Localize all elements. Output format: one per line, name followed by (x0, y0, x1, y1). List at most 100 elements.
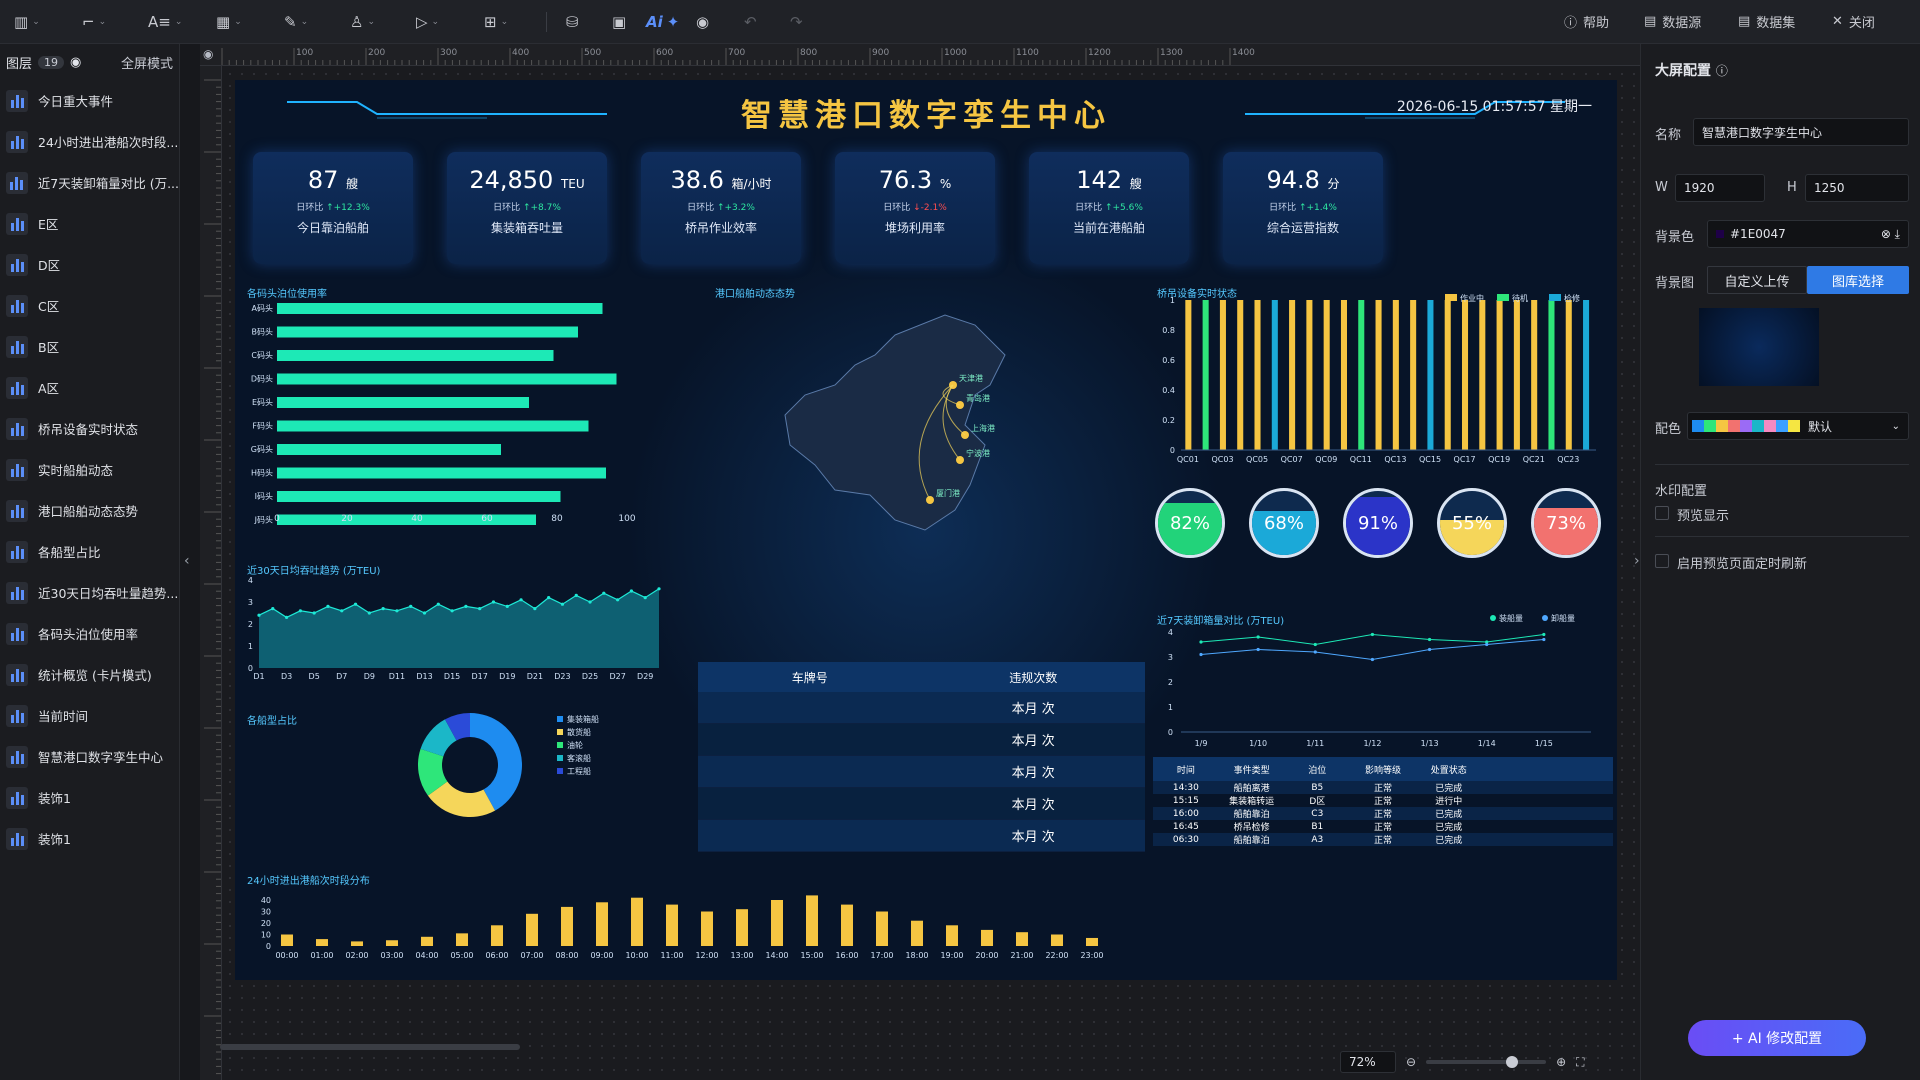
pie-slice[interactable] (444, 713, 470, 741)
collapse-right-panel-icon[interactable]: › (1634, 553, 1640, 569)
widget-menu-button[interactable]: ⊞ ⌄ (484, 10, 508, 34)
kpi-card[interactable]: 87 艘日环比 ↑+12.3% 今日靠泊船舶 (253, 152, 413, 264)
trend-point[interactable] (588, 600, 592, 604)
trend-point[interactable] (616, 598, 620, 602)
fit-screen-icon[interactable]: ⛶ (1576, 1054, 1585, 1069)
crane-bar[interactable] (1548, 300, 1555, 450)
crane-bar[interactable] (1358, 300, 1365, 450)
hourly-bar[interactable] (316, 939, 328, 946)
trend-point[interactable] (574, 593, 578, 597)
trend-point[interactable] (478, 607, 482, 611)
collapse-left-panel-icon[interactable]: ‹ (184, 553, 190, 569)
berth-bar[interactable] (277, 326, 578, 338)
layer-item[interactable]: 今日重大事件 (0, 80, 179, 121)
trend-point[interactable] (367, 611, 371, 615)
series-point[interactable] (1256, 647, 1260, 652)
crane-bar[interactable] (1479, 300, 1486, 450)
layer-item[interactable]: 各船型占比 (0, 531, 179, 572)
hourly-bar[interactable] (701, 911, 713, 947)
hourly-bar[interactable] (876, 911, 888, 947)
event-row[interactable]: 06:30 船舶靠泊 A3 正常 已完成 (1153, 833, 1613, 846)
berth-bar[interactable] (277, 514, 536, 526)
text-menu-button[interactable]: A≡ ⌄ (148, 10, 182, 34)
layer-item[interactable]: 当前时间 (0, 695, 179, 736)
table-row[interactable]: 本月 次 (698, 724, 1145, 756)
table-row[interactable]: 本月 次 (698, 788, 1145, 820)
trend-point[interactable] (505, 604, 509, 608)
series-point[interactable] (1427, 647, 1432, 652)
hourly-bar[interactable] (1016, 932, 1028, 946)
pie-slice[interactable] (418, 748, 448, 796)
hourly-bar[interactable] (911, 920, 923, 946)
hourly-bar[interactable] (666, 904, 678, 946)
custom-upload-button[interactable]: 自定义上传 (1707, 266, 1807, 294)
layer-item[interactable]: 近30天日均吞吐量趋势... (0, 572, 179, 613)
series-point[interactable] (1313, 642, 1317, 647)
trend-point[interactable] (340, 609, 344, 613)
trend-point[interactable] (560, 602, 565, 606)
hourly-bar[interactable] (456, 933, 468, 946)
datasource-button[interactable]: ▤ 数据源 (1644, 12, 1701, 31)
trend-point[interactable] (284, 615, 289, 619)
crane-bar[interactable] (1496, 300, 1503, 450)
crane-bar[interactable] (1583, 300, 1590, 450)
crane-bar[interactable] (1202, 300, 1209, 450)
gallery-select-button[interactable]: 图库选择 (1807, 266, 1909, 294)
layer-item[interactable]: 港口船舶动态态势 (0, 490, 179, 531)
berth-bar[interactable] (277, 350, 554, 361)
dashboard-screen[interactable]: 智慧港口数字孪生中心 2026-06-15 01:57:57 星期一 87 艘日… (235, 80, 1617, 980)
dataset-button[interactable]: ▤ 数据集 (1738, 12, 1795, 31)
trend-area[interactable] (259, 588, 659, 668)
layer-item[interactable]: 装饰1 (0, 777, 179, 818)
layer-item[interactable]: 实时船舶动态 (0, 449, 179, 490)
fullscreen-mode-button[interactable]: 全屏模式 (120, 56, 173, 72)
berth-bar[interactable] (277, 444, 501, 455)
layer-item[interactable]: A区 (0, 367, 179, 408)
zoom-slider[interactable] (1426, 1056, 1547, 1068)
trend-point[interactable] (298, 609, 302, 613)
crane-bar[interactable] (1306, 300, 1313, 450)
crane-bar[interactable] (1444, 300, 1451, 450)
table-row[interactable]: 本月 次 (698, 756, 1145, 788)
trend-point[interactable] (271, 607, 275, 611)
layer-item[interactable]: 统计概览 (卡片模式) (0, 654, 179, 695)
close-button[interactable]: ✕ 关闭 (1832, 12, 1875, 31)
hourly-bar[interactable] (596, 902, 608, 946)
trend-point[interactable] (629, 589, 634, 593)
crane-bar[interactable] (1185, 300, 1192, 450)
trend-point[interactable] (491, 600, 496, 604)
event-row[interactable]: 15:15 集装箱转运 D区 正常 进行中 (1153, 794, 1613, 808)
crane-bar[interactable] (1271, 300, 1278, 450)
kpi-card[interactable]: 142 艘日环比 ↑+5.6% 当前在港船舶 (1029, 152, 1189, 264)
hourly-bar[interactable] (491, 925, 503, 946)
series-point[interactable] (1313, 650, 1317, 654)
trend-point[interactable] (464, 604, 468, 608)
trend-point[interactable] (547, 596, 551, 600)
crane-bar[interactable] (1531, 300, 1538, 450)
berth-bar[interactable] (277, 373, 617, 385)
crane-bar[interactable] (1461, 300, 1469, 450)
ai-config-button[interactable]: + AI 修改配置 (1688, 1020, 1866, 1056)
pie-slice[interactable] (427, 781, 496, 817)
zoom-in-icon[interactable]: ⊕ (1556, 1055, 1567, 1069)
series-point[interactable] (1256, 635, 1260, 639)
hourly-bar[interactable] (736, 909, 748, 946)
zoom-out-icon[interactable]: ⊖ (1406, 1055, 1417, 1069)
database-button[interactable]: ⛁ (566, 10, 579, 34)
media-menu-button[interactable]: ▷ ⌄ (416, 10, 439, 34)
crane-bar[interactable] (1513, 300, 1520, 450)
crane-bar[interactable] (1219, 300, 1226, 450)
preview-button[interactable]: ◉ (696, 10, 709, 34)
series-point[interactable] (1485, 640, 1489, 644)
zoom-slider-handle[interactable] (1506, 1056, 1519, 1068)
save-button[interactable]: ▣ (612, 10, 626, 34)
series-point[interactable] (1485, 642, 1489, 647)
name-input[interactable]: 智慧港口数字孪生中心 (1693, 118, 1909, 146)
series-point[interactable] (1427, 637, 1432, 642)
user-menu-button[interactable]: ♙ ⌄ (350, 10, 375, 34)
layer-item[interactable]: 智慧港口数字孪生中心 (0, 736, 179, 777)
gauge[interactable]: 91% (1343, 488, 1413, 558)
format-menu-button[interactable]: ⌐ ⌄ (82, 10, 106, 34)
palette-select[interactable]: 默认 ⌄ (1687, 412, 1909, 440)
